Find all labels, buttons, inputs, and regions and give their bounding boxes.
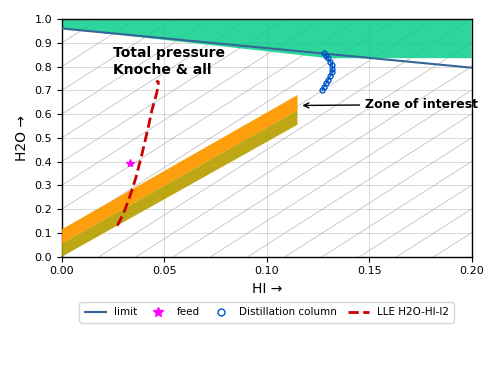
Y-axis label: H2O →: H2O → <box>15 115 29 161</box>
Polygon shape <box>62 110 297 256</box>
Legend: limit, feed, Distillation column, LLE H2O-HI-I2: limit, feed, Distillation column, LLE H2… <box>79 302 454 323</box>
X-axis label: HI →: HI → <box>251 282 282 296</box>
Polygon shape <box>62 19 472 58</box>
Text: Zone of interest: Zone of interest <box>304 98 478 111</box>
Polygon shape <box>62 95 297 243</box>
Text: Total pressure
Knoche & all: Total pressure Knoche & all <box>113 46 225 77</box>
